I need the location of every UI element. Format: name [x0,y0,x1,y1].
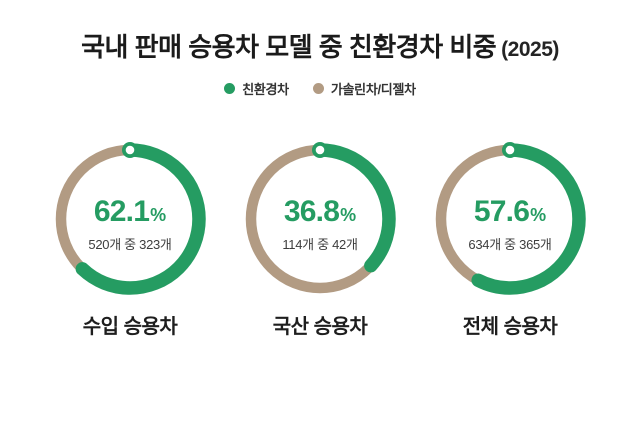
legend-dot-gas-diesel-icon [312,82,324,94]
legend: 친환경차 가솔린차/디젤차 [0,79,640,98]
donut-chart-imported: 62.1 % 520개 중 323개 [52,141,208,297]
chart-card-imported: 62.1 % 520개 중 323개 수입 승용차 [52,141,208,339]
legend-label-eco: 친환경차 [242,81,289,97]
chart-label-imported: 수입 승용차 [82,315,178,338]
infographic-canvas: 국내 판매 승용차 모델 중 친환경차 비중 (2025) 친환경차 가솔린차/디… [0,31,640,448]
chart-card-total: 57.6 % 634개 중 365개 전체 승용차 [432,141,588,339]
donut-chart-domestic: 36.8 % 114개 중 42개 [242,141,398,297]
chart-card-domestic: 36.8 % 114개 중 42개 국산 승용차 [242,141,398,339]
legend-item-gas-diesel: 가솔린차/디젤차 [312,79,416,98]
page-title-year: (2025) [501,38,559,61]
legend-label-gas-diesel: 가솔린차/디젤차 [330,81,416,97]
legend-item-eco: 친환경차 [224,79,289,98]
charts-row: 62.1 % 520개 중 323개 수입 승용차 36.8 % 114개 중 … [0,141,640,339]
page-title: 국내 판매 승용차 모델 중 친환경차 비중 (2025) [0,31,640,64]
donut-chart-total: 57.6 % 634개 중 365개 [432,141,588,297]
page-title-main: 국내 판매 승용차 모델 중 친환경차 비중 [81,32,497,62]
chart-label-total: 전체 승용차 [462,315,558,338]
chart-label-domestic: 국산 승용차 [272,315,368,338]
legend-dot-eco-icon [224,82,236,94]
